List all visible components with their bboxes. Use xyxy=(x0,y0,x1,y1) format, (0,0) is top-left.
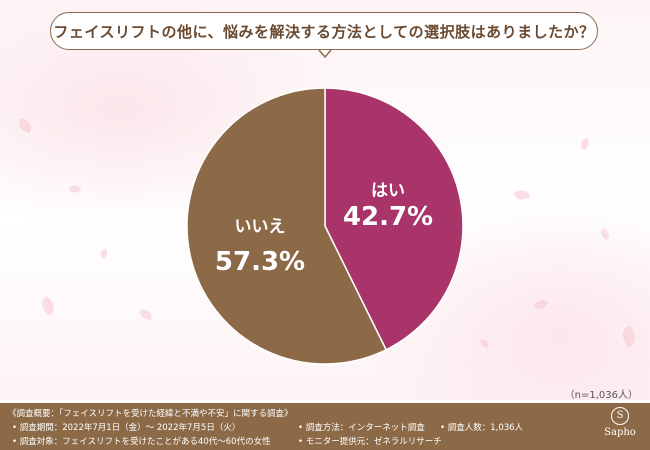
sapho-logo: S Sapho xyxy=(604,407,636,438)
title-caret-icon xyxy=(318,49,332,59)
survey-target: • 調査対象：フェイスリフトを受けたことがある40代～60代の女性 xyxy=(12,437,271,447)
survey-method: • 調査方法：インターネット調査 xyxy=(298,423,425,433)
pie-slice-yes xyxy=(324,87,464,351)
slice-value-no: 57.3% xyxy=(215,247,305,277)
pie-slice-no xyxy=(186,87,388,365)
logo-name: Sapho xyxy=(604,427,636,438)
monitor-provider: • モニター提供元：ゼネラルリサーチ xyxy=(298,437,442,447)
chart-title: フェイスリフトの他に、悩みを解決する方法としての選択肢はありましたか？ xyxy=(53,22,595,41)
sample-size-note: （n=1,036人） xyxy=(564,390,638,401)
survey-period: • 調査期間：2022年7月1日（金）～ 2022年7月5日（火） xyxy=(12,423,241,433)
logo-mark: S xyxy=(611,407,629,425)
slice-label-no: いいえ xyxy=(235,217,286,237)
survey-footer: 《調査概要：「フェイスリフトを受けた経緯と不満や不安」に関する調査》 • 調査期… xyxy=(0,403,650,450)
survey-overview: 《調査概要：「フェイスリフトを受けた経緯と不満や不安」に関する調査》 xyxy=(8,409,293,419)
slice-value-yes: 42.7% xyxy=(343,202,433,232)
survey-respondents: • 調査人数：1,036人 xyxy=(440,423,524,433)
chart-title-box: フェイスリフトの他に、悩みを解決する方法としての選択肢はありましたか？ xyxy=(50,12,598,50)
slice-label-yes: はい xyxy=(371,181,405,201)
